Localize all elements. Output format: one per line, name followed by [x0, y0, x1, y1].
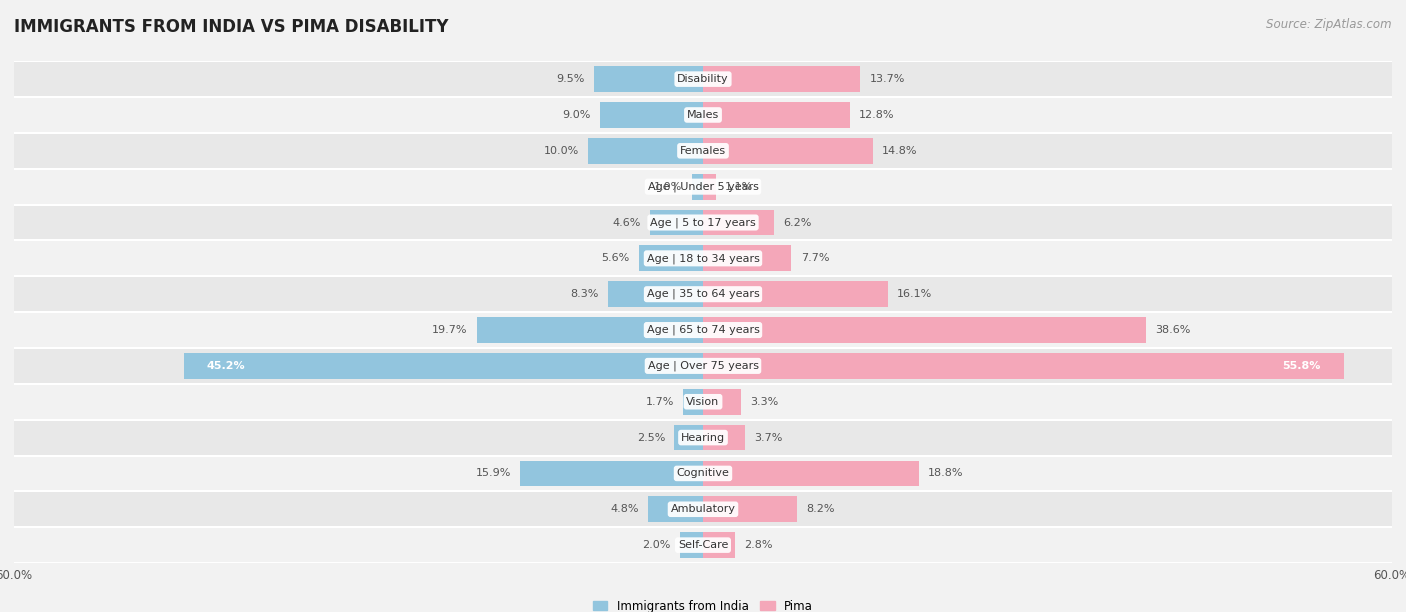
Bar — [675, 425, 703, 450]
Text: Disability: Disability — [678, 74, 728, 84]
Bar — [703, 460, 920, 487]
Text: 18.8%: 18.8% — [928, 468, 963, 479]
Text: Females: Females — [681, 146, 725, 156]
Text: 1.7%: 1.7% — [645, 397, 675, 407]
Bar — [14, 348, 1392, 384]
Bar — [703, 102, 851, 128]
Text: Vision: Vision — [686, 397, 720, 407]
Bar — [14, 276, 1392, 312]
Text: 1.0%: 1.0% — [654, 182, 682, 192]
Bar — [703, 317, 1146, 343]
Text: 3.3%: 3.3% — [749, 397, 779, 407]
Bar — [703, 532, 735, 558]
Bar — [683, 389, 703, 415]
Bar — [703, 389, 741, 415]
Bar — [14, 491, 1392, 527]
Text: Source: ZipAtlas.com: Source: ZipAtlas.com — [1267, 18, 1392, 31]
Text: IMMIGRANTS FROM INDIA VS PIMA DISABILITY: IMMIGRANTS FROM INDIA VS PIMA DISABILITY — [14, 18, 449, 36]
Bar — [692, 174, 703, 200]
Text: Males: Males — [688, 110, 718, 120]
Text: 8.2%: 8.2% — [807, 504, 835, 514]
Text: 6.2%: 6.2% — [783, 217, 811, 228]
Bar — [14, 169, 1392, 204]
Bar — [681, 532, 703, 558]
Bar — [703, 138, 873, 164]
Bar — [477, 317, 703, 343]
Bar — [14, 133, 1392, 169]
Text: 8.3%: 8.3% — [571, 289, 599, 299]
Bar — [648, 496, 703, 522]
Text: 5.6%: 5.6% — [602, 253, 630, 263]
Text: Ambulatory: Ambulatory — [671, 504, 735, 514]
Bar — [14, 312, 1392, 348]
Bar — [650, 209, 703, 236]
Text: 12.8%: 12.8% — [859, 110, 894, 120]
Text: 4.6%: 4.6% — [613, 217, 641, 228]
Bar — [593, 66, 703, 92]
Bar — [14, 420, 1392, 455]
Bar — [14, 241, 1392, 276]
Text: Age | 18 to 34 years: Age | 18 to 34 years — [647, 253, 759, 264]
Text: 19.7%: 19.7% — [432, 325, 468, 335]
Bar — [607, 282, 703, 307]
Text: Age | Over 75 years: Age | Over 75 years — [648, 360, 758, 371]
Text: Age | 5 to 17 years: Age | 5 to 17 years — [650, 217, 756, 228]
Text: 3.7%: 3.7% — [755, 433, 783, 442]
Text: 9.0%: 9.0% — [562, 110, 591, 120]
Bar — [703, 245, 792, 271]
Text: Hearing: Hearing — [681, 433, 725, 442]
Text: Cognitive: Cognitive — [676, 468, 730, 479]
Bar — [14, 204, 1392, 241]
Legend: Immigrants from India, Pima: Immigrants from India, Pima — [588, 595, 818, 612]
Text: 10.0%: 10.0% — [544, 146, 579, 156]
Bar — [520, 460, 703, 487]
Bar — [14, 97, 1392, 133]
Bar — [638, 245, 703, 271]
Text: 45.2%: 45.2% — [207, 361, 246, 371]
Bar — [14, 455, 1392, 491]
Bar — [703, 209, 775, 236]
Text: Age | Under 5 years: Age | Under 5 years — [648, 181, 758, 192]
Bar — [588, 138, 703, 164]
Text: 9.5%: 9.5% — [557, 74, 585, 84]
Bar — [14, 384, 1392, 420]
Bar — [703, 282, 887, 307]
Bar — [599, 102, 703, 128]
Text: Age | 65 to 74 years: Age | 65 to 74 years — [647, 325, 759, 335]
Bar — [14, 527, 1392, 563]
Bar — [703, 66, 860, 92]
Text: 2.5%: 2.5% — [637, 433, 665, 442]
Text: 1.1%: 1.1% — [725, 182, 754, 192]
Bar — [14, 61, 1392, 97]
Text: 16.1%: 16.1% — [897, 289, 932, 299]
Text: 14.8%: 14.8% — [882, 146, 918, 156]
Text: 13.7%: 13.7% — [869, 74, 905, 84]
Text: 7.7%: 7.7% — [800, 253, 830, 263]
Text: Age | 35 to 64 years: Age | 35 to 64 years — [647, 289, 759, 299]
Text: 2.8%: 2.8% — [744, 540, 773, 550]
Text: 38.6%: 38.6% — [1156, 325, 1191, 335]
Bar — [703, 425, 745, 450]
Text: 55.8%: 55.8% — [1282, 361, 1320, 371]
Text: 2.0%: 2.0% — [643, 540, 671, 550]
Bar — [703, 353, 1344, 379]
Bar — [703, 496, 797, 522]
Text: Self-Care: Self-Care — [678, 540, 728, 550]
Text: 4.8%: 4.8% — [610, 504, 638, 514]
Bar — [184, 353, 703, 379]
Text: 15.9%: 15.9% — [475, 468, 512, 479]
Bar — [703, 174, 716, 200]
